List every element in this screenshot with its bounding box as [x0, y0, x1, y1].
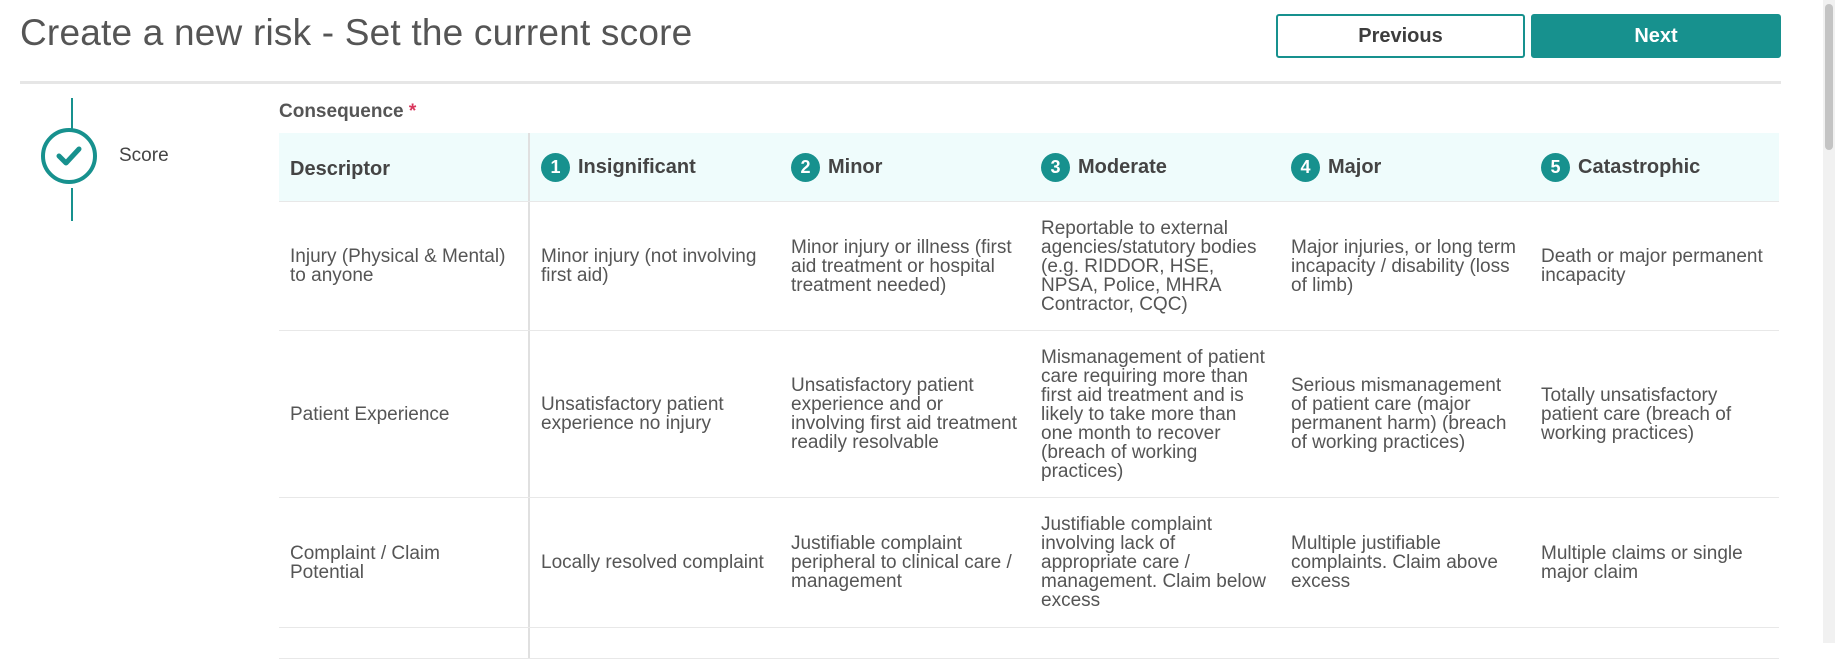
- level-label: Insignificant: [578, 155, 696, 178]
- table-cell[interactable]: Minor injury or illness (first aid treat…: [791, 236, 1012, 296]
- title-divider: [20, 81, 1781, 84]
- level-badge: 3: [1041, 152, 1070, 182]
- table-cell[interactable]: Reportable to external agencies/statutor…: [1041, 217, 1257, 315]
- table-cell[interactable]: Unsatisfactory patient experience no inj…: [541, 394, 724, 434]
- table-cell[interactable]: Justifiable complaint peripheral to clin…: [791, 533, 1012, 592]
- level-label: Catastrophic: [1578, 155, 1701, 178]
- page-title: Create a new risk - Set the current scor…: [20, 12, 693, 53]
- level-label: Major: [1328, 155, 1382, 178]
- table-cell[interactable]: Death or major permanent incapacity: [1541, 246, 1763, 286]
- table-cell[interactable]: Mismanagement of patient care requiring …: [1041, 346, 1265, 482]
- level-badge: 4: [1291, 152, 1320, 182]
- column-header-catastrophic[interactable]: 5 Catastrophic: [1530, 133, 1779, 201]
- stepper-step-label: Score: [119, 145, 169, 166]
- table-cell[interactable]: Totally unsatisfactory patient care (bre…: [1541, 384, 1732, 444]
- level-badge: 1: [541, 152, 570, 182]
- consequence-label-text: Consequence: [279, 101, 404, 122]
- row-descriptor: Complaint / Claim Potential: [279, 498, 530, 627]
- table-cell[interactable]: Unsatisfactory patient experience and or…: [791, 375, 1017, 453]
- consequence-label: Consequence *: [279, 101, 416, 123]
- vertical-scrollbar[interactable]: [1823, 0, 1835, 643]
- stepper-step-score: [41, 128, 97, 184]
- level-badge: 5: [1541, 152, 1570, 182]
- descriptor-header: Descriptor: [279, 133, 530, 201]
- table-row-partial: [279, 628, 1779, 659]
- column-header-major[interactable]: 4 Major: [1280, 133, 1530, 201]
- table-row: Complaint / Claim Potential Locally reso…: [279, 498, 1779, 628]
- previous-button[interactable]: Previous: [1276, 14, 1525, 58]
- table-row: Injury (Physical & Mental) to anyone Min…: [279, 202, 1779, 331]
- column-header-minor[interactable]: 2 Minor: [780, 133, 1030, 201]
- consequence-table: Descriptor 1 Insignificant 2 Minor 3 Modera…: [279, 133, 1779, 659]
- table-cell[interactable]: Serious mismanagement of patient care (m…: [1291, 375, 1507, 453]
- table-header-row: Descriptor 1 Insignificant 2 Minor 3 Modera…: [279, 133, 1779, 202]
- checkmark-icon: [56, 146, 82, 166]
- table-row: Patient Experience Unsatisfactory patien…: [279, 331, 1779, 498]
- level-badge: 2: [791, 152, 820, 182]
- row-descriptor-empty: [279, 628, 530, 658]
- table-cell[interactable]: Minor injury (not involving first aid): [541, 246, 757, 286]
- row-descriptor: Patient Experience: [279, 331, 530, 497]
- table-cell[interactable]: Locally resolved complaint: [541, 552, 764, 573]
- table-cell[interactable]: Major injuries, or long term incapacity …: [1291, 236, 1516, 296]
- required-marker: *: [408, 101, 417, 122]
- column-header-insignificant[interactable]: 1 Insignificant: [530, 133, 780, 201]
- stepper-line-top: [71, 98, 73, 132]
- table-cell[interactable]: Multiple justifiable complaints. Claim a…: [1291, 533, 1498, 592]
- table-cell[interactable]: Multiple claims or single major claim: [1541, 542, 1743, 583]
- level-label: Minor: [828, 155, 883, 178]
- table-cell[interactable]: Justifiable complaint involving lack of …: [1041, 514, 1266, 611]
- next-button[interactable]: Next: [1531, 14, 1781, 58]
- level-label: Moderate: [1078, 155, 1167, 178]
- stepper-line-bottom: [71, 188, 73, 221]
- row-descriptor: Injury (Physical & Mental) to anyone: [279, 202, 530, 330]
- column-header-moderate[interactable]: 3 Moderate: [1030, 133, 1280, 201]
- scrollbar-thumb[interactable]: [1825, 4, 1833, 150]
